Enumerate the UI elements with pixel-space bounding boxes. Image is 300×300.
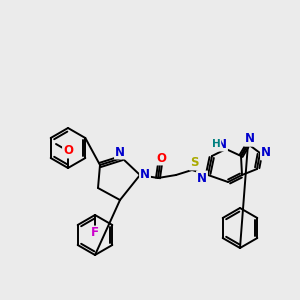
Text: F: F: [91, 226, 99, 239]
Text: O: O: [156, 152, 166, 164]
Text: S: S: [190, 157, 198, 169]
Text: N: N: [115, 146, 125, 158]
Text: O: O: [63, 145, 73, 158]
Text: N: N: [217, 137, 227, 151]
Text: O: O: [244, 133, 254, 146]
Text: N: N: [197, 172, 207, 184]
Text: N: N: [140, 169, 150, 182]
Text: N: N: [261, 146, 271, 160]
Text: H: H: [212, 139, 220, 149]
Text: N: N: [245, 133, 255, 146]
